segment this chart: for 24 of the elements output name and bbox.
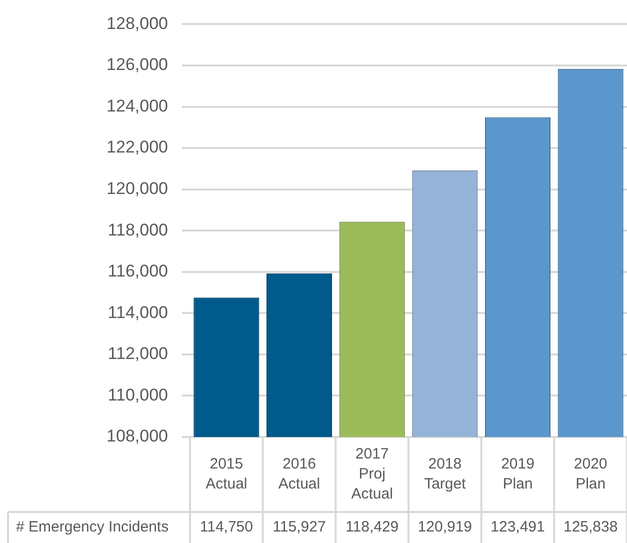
y-tick-label: 120,000 <box>106 179 168 198</box>
y-tick-label: 126,000 <box>106 55 168 74</box>
y-tick-label: 114,000 <box>108 302 168 322</box>
data-label: 125,838 <box>563 518 618 536</box>
y-tick-label: 112,000 <box>108 344 168 364</box>
data-label: 115,927 <box>272 518 326 536</box>
x-tick-label: 2020 Plan <box>574 456 608 493</box>
data-label: 120,919 <box>418 518 472 536</box>
series-label: # Emergency Incidents <box>16 518 169 536</box>
y-tick-label: 110,000 <box>108 385 168 404</box>
data-label: 118,429 <box>346 518 399 536</box>
y-tick-label: 122,000 <box>106 138 168 157</box>
y-tick-label: 124,000 <box>106 96 168 116</box>
x-tick-label: 2016 Actual <box>278 456 320 493</box>
x-tick-label: 2019 Plan <box>501 456 534 493</box>
data-label: 123,491 <box>490 518 545 536</box>
data-label: 114,750 <box>200 518 253 536</box>
x-tick-label: 2015 Actual <box>206 456 248 493</box>
y-tick-label: 108,000 <box>106 426 168 446</box>
x-tick-label: 2018 Target <box>424 456 467 493</box>
y-tick-label: 118,000 <box>108 220 168 240</box>
x-tick-label: 2017 Proj Actual <box>351 446 393 503</box>
y-tick-label: 116,000 <box>108 262 168 281</box>
y-tick-label: 128,000 <box>106 14 168 33</box>
